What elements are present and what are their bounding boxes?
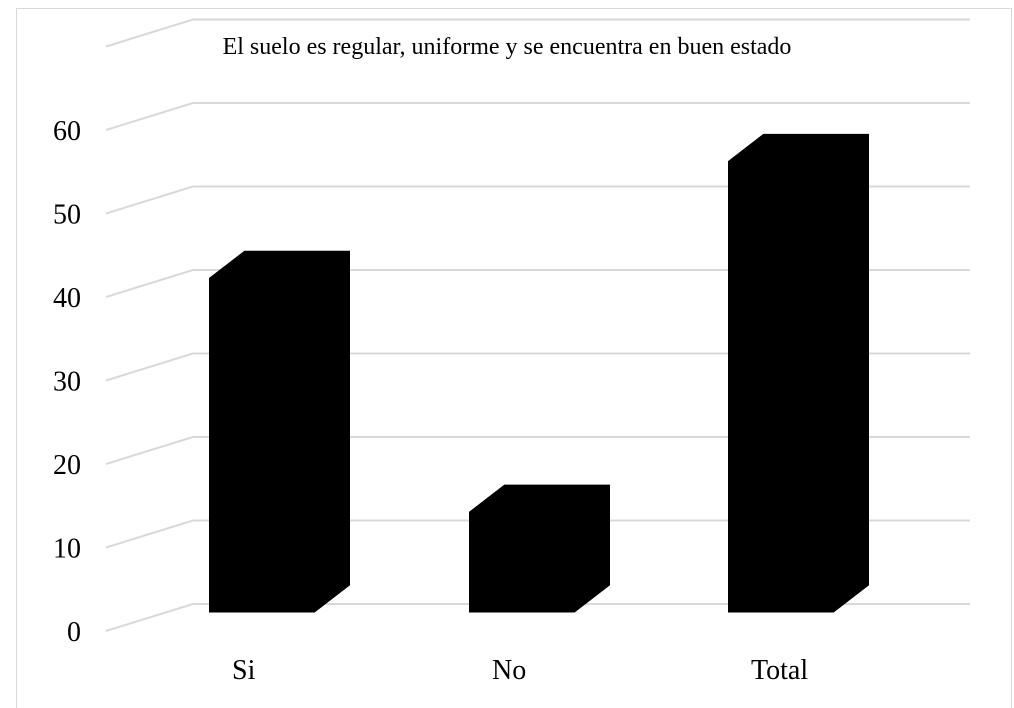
y-tick-label: 50 xyxy=(53,200,81,231)
y-tick-label: 10 xyxy=(53,534,81,565)
y-tick-label: 40 xyxy=(53,283,81,314)
gridline-side xyxy=(105,18,194,48)
x-category-label: No xyxy=(492,655,526,686)
chart-frame xyxy=(16,8,1012,708)
gridline-side xyxy=(105,269,194,298)
x-category-label: Si xyxy=(232,655,256,686)
bar xyxy=(209,250,350,613)
chart-title: El suelo es regular, uniforme y se encue… xyxy=(222,34,792,60)
y-axis-ticks: 0 10 20 30 40 50 60 xyxy=(53,116,81,648)
x-category-label: Total xyxy=(751,655,808,686)
y-tick-label: 30 xyxy=(53,367,81,398)
gridline-side xyxy=(105,352,194,382)
gridline-side xyxy=(105,185,194,215)
bar xyxy=(728,133,869,613)
y-tick-label: 20 xyxy=(53,450,81,481)
bars xyxy=(209,133,869,613)
gridline-side xyxy=(105,102,194,131)
gridline-side xyxy=(105,519,194,549)
y-tick-label: 0 xyxy=(67,617,81,648)
bar xyxy=(469,484,610,613)
x-axis-categories: Si No Total xyxy=(232,655,808,686)
y-tick-label: 60 xyxy=(53,116,81,147)
gridline-side xyxy=(105,436,194,465)
gridline-side xyxy=(105,603,194,632)
